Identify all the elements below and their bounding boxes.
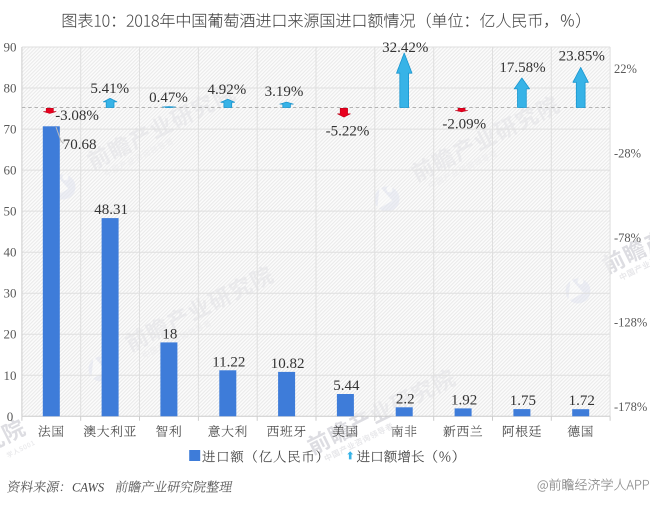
svg-text:30: 30	[4, 286, 17, 301]
svg-text:18: 18	[162, 326, 177, 342]
svg-text:1.92: 1.92	[451, 392, 477, 408]
svg-text:22%: 22%	[614, 62, 637, 76]
svg-text:48.31: 48.31	[94, 202, 128, 218]
svg-text:-128%: -128%	[614, 315, 647, 329]
svg-text:-2.09%: -2.09%	[442, 116, 486, 132]
svg-text:-78%: -78%	[614, 231, 641, 245]
svg-text:70: 70	[4, 122, 17, 137]
svg-text:80: 80	[4, 81, 17, 96]
svg-text:32.42%: 32.42%	[382, 40, 428, 56]
svg-text:10.82: 10.82	[271, 356, 305, 372]
svg-text:-178%: -178%	[614, 400, 647, 414]
svg-text:0.47%: 0.47%	[149, 90, 188, 106]
svg-text:50: 50	[4, 204, 17, 219]
svg-text:3.19%: 3.19%	[265, 84, 304, 100]
svg-text:17.58%: 17.58%	[499, 60, 545, 76]
svg-text:1.72: 1.72	[569, 393, 595, 409]
svg-text:CAWS: CAWS	[72, 481, 105, 495]
svg-text:90: 90	[4, 40, 17, 55]
svg-text:1.75: 1.75	[510, 393, 536, 409]
svg-text:40: 40	[4, 245, 17, 260]
svg-text:11.22: 11.22	[212, 354, 245, 370]
svg-text:70.68: 70.68	[63, 137, 97, 153]
svg-text:4.92%: 4.92%	[208, 82, 247, 98]
svg-text:-28%: -28%	[614, 146, 641, 160]
svg-text:60: 60	[4, 163, 17, 178]
svg-text:20: 20	[4, 327, 17, 342]
svg-text:10: 10	[4, 368, 17, 383]
svg-text:5.41%: 5.41%	[90, 81, 129, 97]
svg-text:-5.22%: -5.22%	[326, 124, 370, 140]
svg-text:5.44: 5.44	[333, 378, 360, 394]
svg-text:0: 0	[7, 409, 14, 424]
svg-text:-3.08%: -3.08%	[55, 108, 99, 124]
svg-text:23.85%: 23.85%	[559, 48, 605, 64]
svg-text:2.2: 2.2	[396, 391, 415, 407]
